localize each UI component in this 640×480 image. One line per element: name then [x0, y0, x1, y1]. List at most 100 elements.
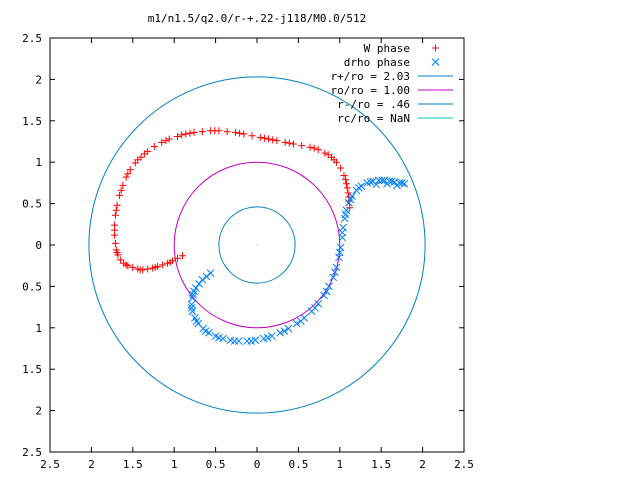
drho-phase-point — [314, 299, 323, 308]
drho-phase-point — [393, 181, 401, 190]
legend-label: r+/ro = 2.03 — [331, 70, 410, 83]
drho-phase-point — [192, 317, 201, 326]
drho-phase-point — [268, 332, 276, 340]
w-phase-point — [134, 156, 142, 164]
y-tick-label: 0.5 — [22, 280, 42, 293]
drho-phase-point — [388, 177, 396, 186]
chart-title: m1/n1.5/q2.0/r-+.22-j118/M0.0/512 — [148, 12, 367, 25]
w-phase-point — [111, 239, 119, 247]
drho-phase-point — [378, 176, 386, 185]
w-phase-point — [150, 142, 158, 150]
drho-phase-point — [336, 243, 345, 252]
w-phase-point — [289, 140, 297, 148]
w-phase-point — [342, 180, 350, 188]
drho-phase-point — [311, 304, 319, 312]
reference-circles — [88, 76, 426, 414]
w-phase-point — [310, 144, 318, 152]
w-phase-point — [112, 206, 120, 214]
reference-circle — [173, 161, 341, 329]
w-phase-point — [269, 136, 277, 144]
w-phase-point — [111, 211, 119, 219]
y-tick-label: 1.5 — [22, 115, 42, 128]
w-phase-point — [281, 138, 289, 146]
w-phase-point — [306, 143, 314, 151]
y-tick-label: 1.5 — [22, 363, 42, 376]
axis-ticks: 2.5 2 1.5 1 0.5 0 0.5 1 1.5 2 2.52.521.510.500.511… — [22, 32, 474, 471]
drho-phase-point — [335, 248, 344, 257]
y-tick-label: 2.5 — [22, 446, 42, 459]
drho-phase-point — [400, 179, 409, 188]
w-phase-point — [111, 226, 119, 234]
w-phase-point — [117, 186, 125, 194]
legend-label: ro/ro = 1.00 — [331, 84, 410, 97]
w-phase-point — [285, 139, 293, 147]
w-phase-point — [324, 151, 332, 159]
drho-phase-point — [341, 210, 350, 219]
w-phase-point — [342, 176, 350, 184]
w-phase-point — [174, 133, 182, 141]
reference-circle — [218, 206, 296, 284]
w-phase-point — [116, 256, 124, 264]
w-phase-point — [129, 263, 137, 271]
drho-phase-point — [191, 284, 200, 292]
drho-phase-point — [339, 223, 347, 232]
drho-phase-point — [398, 179, 406, 187]
x-tick-label: 1 — [171, 458, 178, 471]
y-tick-label: 1 — [35, 322, 42, 335]
w-phase-point — [165, 135, 173, 143]
drho-phase-point — [330, 268, 339, 277]
x-tick-label: 0.5 — [206, 458, 226, 471]
w-phase-point — [346, 204, 354, 212]
w-phase-point — [136, 266, 144, 274]
w-phase-point — [119, 181, 127, 189]
drho-phase-point — [243, 337, 251, 345]
x-tick-label: 2.5 — [454, 458, 474, 471]
w-phase-point — [248, 132, 256, 140]
legend-label: drho phase — [344, 56, 410, 69]
w-phase-point — [182, 130, 190, 138]
y-tick-label: 1 — [35, 156, 42, 169]
drho-phase-point — [198, 275, 207, 284]
drho-phase-point — [263, 333, 272, 342]
drho-phase-point — [189, 290, 198, 299]
drho-phase-point — [280, 327, 289, 335]
y-tick-label: 2.5 — [22, 32, 42, 45]
w-phase-point — [340, 171, 348, 179]
w-phase-point — [162, 137, 170, 145]
w-phase-point — [190, 128, 198, 136]
drho-phase-point — [332, 263, 341, 272]
x-tick-label: 1.5 — [371, 458, 391, 471]
x-tick-label: 1 — [336, 458, 343, 471]
x-tick-label: 1.5 — [123, 458, 143, 471]
y-tick-label: 0 — [35, 239, 42, 252]
w-phase-point — [260, 134, 268, 142]
w-phase-point — [178, 131, 186, 139]
drho-phase-point — [366, 178, 375, 186]
drho-phase-point — [187, 300, 196, 309]
legend-label: W phase — [364, 42, 410, 55]
w-phase-point — [256, 133, 264, 141]
drho-phase-point — [338, 228, 347, 237]
w-phase-point — [124, 170, 132, 178]
drho-phase-point — [230, 337, 239, 345]
w-phase-point — [298, 142, 306, 150]
drho-phase-point — [372, 180, 381, 189]
drho-phase-point — [390, 178, 399, 186]
reference-circle — [88, 76, 426, 414]
drho-phase-point — [329, 273, 338, 282]
legend-marker — [432, 44, 439, 52]
w-phase-point — [122, 173, 130, 181]
w-phase-point — [343, 184, 351, 192]
w-phase-point — [223, 128, 231, 136]
drho-phase-point — [276, 328, 285, 337]
w-phase-point — [151, 263, 159, 271]
w-phase-point — [240, 130, 248, 138]
drho-phase-point — [322, 287, 331, 296]
drho-phase-point — [284, 324, 293, 333]
w-phase-point — [178, 252, 186, 260]
w-phase-point — [158, 138, 166, 146]
w-phase-point — [337, 164, 345, 172]
w-phase-point — [124, 262, 132, 270]
legend-marker — [431, 58, 440, 66]
drho-phase-point — [201, 327, 210, 335]
